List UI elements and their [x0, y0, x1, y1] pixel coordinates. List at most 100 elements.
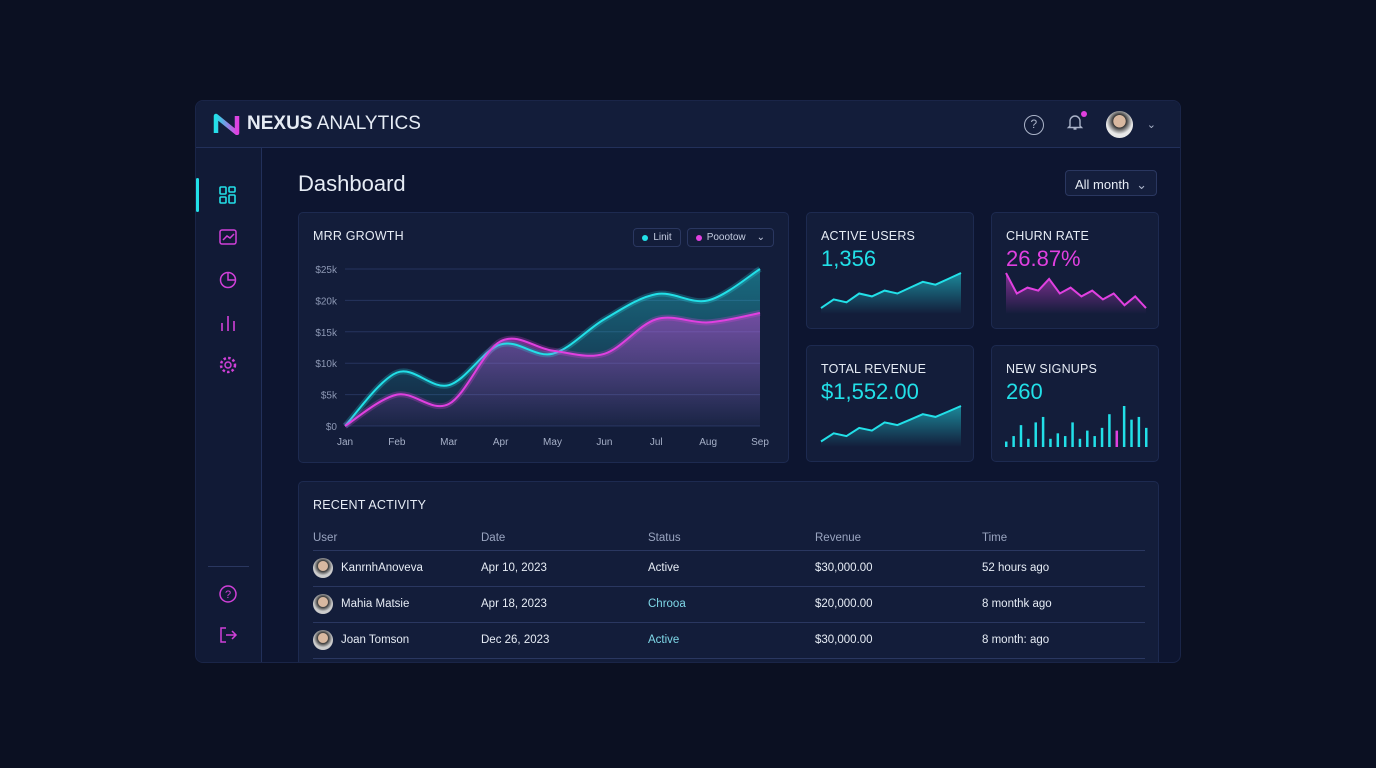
- period-select[interactable]: All month ⌄: [1065, 170, 1157, 196]
- main-content: Dashboard All month ⌄ MRR GROWTH Linit P…: [298, 148, 1159, 662]
- app-title-bold: NEXUS: [247, 113, 313, 134]
- bar-chart-icon[interactable]: [217, 312, 239, 334]
- column-header[interactable]: Revenue: [815, 526, 982, 551]
- spark-bar: [1049, 438, 1052, 447]
- chevron-down-icon: ⌄: [756, 232, 765, 243]
- status-cell: Chrooa: [648, 586, 815, 623]
- spark-bar: [1115, 430, 1119, 447]
- data-point[interactable]: [447, 383, 451, 387]
- spark-bar: [1108, 414, 1111, 447]
- spark-bar: [1086, 430, 1089, 447]
- dashboard-grid-icon[interactable]: [217, 184, 239, 206]
- time-cell: 52 hours ago: [982, 550, 1145, 587]
- spark-bar: [1019, 425, 1023, 447]
- user-avatar: [313, 630, 333, 650]
- data-point[interactable]: [706, 320, 710, 324]
- y-tick-label: $0: [326, 422, 338, 433]
- status-cell: Active: [648, 550, 815, 587]
- spark-bar: [1071, 422, 1074, 447]
- stat-card-active-users[interactable]: ACTIVE USERS 1,356: [806, 212, 974, 329]
- data-point[interactable]: [551, 349, 555, 353]
- stat-value: 1,356: [821, 246, 877, 271]
- stat-title: ACTIVE USERS: [821, 229, 916, 243]
- help-icon[interactable]: ?: [217, 583, 239, 605]
- column-header[interactable]: Status: [648, 526, 815, 551]
- spark-bar: [1012, 436, 1015, 447]
- sparkline: [1005, 406, 1148, 447]
- data-point[interactable]: [654, 317, 658, 321]
- stat-card-total-revenue[interactable]: TOTAL REVENUE $1,552.00: [806, 345, 974, 462]
- table-row[interactable]: Mahia Matsie Apr 18, 2023 Chrooa $20,000…: [313, 586, 1145, 623]
- spark-bar: [1130, 419, 1133, 447]
- y-tick-label: $10k: [315, 359, 338, 370]
- x-tick-label: Jan: [337, 437, 353, 448]
- spark-bar: [1034, 422, 1037, 447]
- recent-activity-card: RECENT ACTIVITY User Date Status Revenue…: [298, 481, 1159, 662]
- sidebar: ?: [196, 148, 262, 662]
- spark-area: [821, 406, 961, 447]
- spark-bar: [1093, 436, 1096, 447]
- active-indicator: [196, 178, 199, 212]
- app-logo[interactable]: NEXUS ANALYTICS: [213, 113, 421, 135]
- column-header[interactable]: Date: [481, 526, 648, 551]
- activity-table: User Date Status Revenue Time KanrnhAnov…: [313, 526, 1145, 659]
- status-cell: Active: [648, 622, 815, 659]
- data-point[interactable]: [447, 402, 451, 406]
- data-point[interactable]: [395, 393, 399, 397]
- date-cell: Dec 26, 2023: [481, 622, 648, 659]
- spark-line: [820, 272, 962, 309]
- legend-dropdown[interactable]: Poootow ⌄: [686, 228, 774, 247]
- stat-card-churn-rate[interactable]: CHURN RATE 26.87%: [991, 212, 1159, 329]
- data-point[interactable]: [499, 339, 503, 343]
- line-chart-icon[interactable]: [217, 226, 239, 248]
- sparkline: [820, 405, 962, 447]
- mrr-chart: $0 $5k $10k $15k $20k $25k Jan Feb Mar Apr May Jun J…: [315, 265, 769, 448]
- stat-title: TOTAL REVENUE: [821, 362, 927, 376]
- column-header[interactable]: Time: [982, 526, 1145, 551]
- help-circle-icon[interactable]: ?: [1023, 114, 1044, 135]
- series-area: [345, 312, 760, 426]
- series-line-linit: [344, 268, 761, 427]
- data-point[interactable]: [758, 267, 762, 271]
- page-title: Dashboard: [298, 171, 406, 196]
- series-line-poootow: [344, 311, 761, 427]
- chevron-down-icon[interactable]: ⌄: [1146, 119, 1156, 131]
- spark-bar: [1005, 441, 1008, 447]
- chart-title: MRR GROWTH: [313, 229, 404, 243]
- user-name: Mahia Matsie: [341, 598, 410, 610]
- spark-area: [821, 273, 961, 314]
- stat-card-new-signups[interactable]: NEW SIGNUPS 260: [991, 345, 1159, 462]
- data-point[interactable]: [602, 352, 606, 356]
- bell-icon[interactable]: [1066, 111, 1087, 136]
- table-row[interactable]: KanrnhAnoveva Apr 10, 2023 Active $30,00…: [313, 550, 1145, 587]
- legend-item[interactable]: Linit: [633, 228, 681, 247]
- legend-label: Linit: [653, 232, 672, 243]
- x-tick-label: Apr: [493, 437, 509, 448]
- time-cell: 8 month: ago: [982, 622, 1145, 659]
- logout-icon[interactable]: [217, 624, 239, 646]
- data-point[interactable]: [343, 424, 347, 428]
- user-avatar[interactable]: [1105, 111, 1133, 138]
- user-avatar: [313, 558, 333, 578]
- table-row[interactable]: Joan Tomson Dec 26, 2023 Active $30,000.…: [313, 622, 1145, 659]
- stat-value: $1,552.00: [821, 379, 919, 404]
- data-point[interactable]: [602, 317, 606, 321]
- data-point[interactable]: [706, 298, 710, 302]
- data-point[interactable]: [395, 371, 399, 375]
- settings-gear-icon[interactable]: [217, 354, 239, 376]
- spark-bar: [1122, 406, 1126, 447]
- column-header[interactable]: User: [313, 526, 481, 551]
- y-tick-label: $15k: [315, 328, 338, 339]
- svg-text:?: ?: [225, 589, 231, 601]
- sparkline: [1005, 272, 1147, 314]
- period-select-value: All month: [1075, 177, 1130, 192]
- date-cell: Apr 18, 2023: [481, 586, 648, 623]
- x-tick-label: Feb: [388, 437, 406, 448]
- user-name: KanrnhAnoveva: [341, 562, 423, 574]
- sparkline: [820, 272, 962, 314]
- sidebar-divider: [208, 566, 249, 567]
- data-point[interactable]: [758, 311, 762, 315]
- pie-chart-icon[interactable]: [217, 269, 239, 291]
- data-point[interactable]: [654, 292, 658, 296]
- spark-bar: [1137, 416, 1141, 447]
